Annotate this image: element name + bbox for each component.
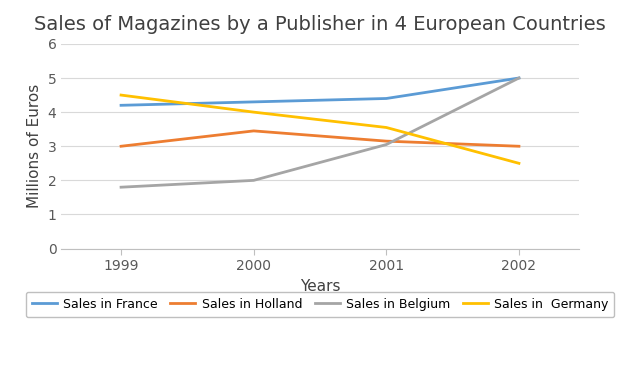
Sales in Holland: [383, 139, 390, 143]
Sales in Belgium: [383, 142, 390, 147]
Sales in  Germany: [250, 110, 257, 115]
Y-axis label: Millions of Euros: Millions of Euros: [27, 84, 42, 208]
Sales in  Germany: [117, 93, 125, 98]
Title: Sales of Magazines by a Publisher in 4 European Countries: Sales of Magazines by a Publisher in 4 E…: [34, 15, 606, 34]
Sales in France: [515, 76, 523, 80]
Line: Sales in Holland: Sales in Holland: [121, 131, 519, 146]
Sales in France: [383, 96, 390, 101]
Sales in Holland: [250, 129, 257, 133]
Sales in France: [250, 100, 257, 104]
Sales in Belgium: [515, 76, 523, 80]
Sales in France: [117, 103, 125, 108]
Line: Sales in  Germany: Sales in Germany: [121, 95, 519, 163]
Sales in Holland: [515, 144, 523, 149]
Sales in Belgium: [117, 185, 125, 189]
Line: Sales in Belgium: Sales in Belgium: [121, 78, 519, 187]
X-axis label: Years: Years: [300, 279, 340, 294]
Sales in Holland: [117, 144, 125, 149]
Sales in  Germany: [515, 161, 523, 166]
Legend: Sales in France, Sales in Holland, Sales in Belgium, Sales in  Germany: Sales in France, Sales in Holland, Sales…: [26, 292, 614, 317]
Sales in Belgium: [250, 178, 257, 183]
Line: Sales in France: Sales in France: [121, 78, 519, 105]
Sales in  Germany: [383, 125, 390, 130]
